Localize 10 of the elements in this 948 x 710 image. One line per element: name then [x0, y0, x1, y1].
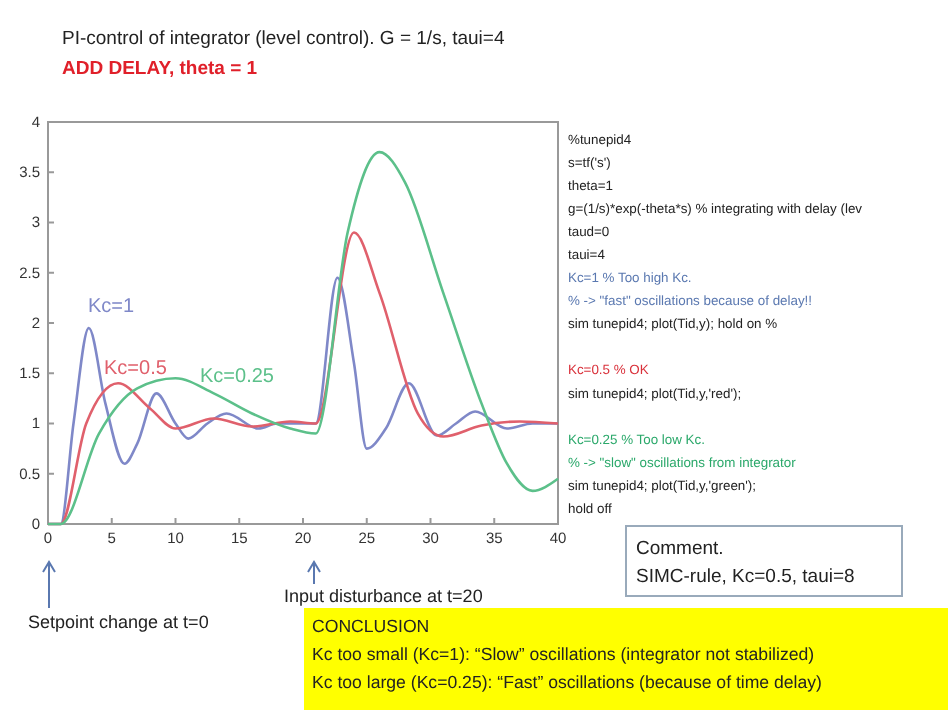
chart-title: PI-control of integrator (level control). G = 1/s, taui=4 — [62, 28, 505, 50]
series-label: Kc=0.25 — [200, 366, 275, 388]
line-series — [46, 150, 560, 526]
series-label: Kc=0.5 — [104, 358, 168, 380]
text: Setpoint change at t=0 — [28, 612, 209, 632]
text: CONCLUSION Kc too small (Kc=1): “Slow” oscillations (integrator not stabilized) Kc too large (Kc=0.25): “Fast” oscillations (because of time delay) — [312, 616, 823, 692]
series-label: Kc=1 — [88, 296, 136, 318]
text: Input disturbance at t=20 — [284, 586, 483, 606]
text: Comment. SIMC-rule, Kc=0.5, taui=8 — [636, 538, 855, 588]
chart-subtitle: ADD DELAY, theta = 1 — [62, 58, 259, 80]
